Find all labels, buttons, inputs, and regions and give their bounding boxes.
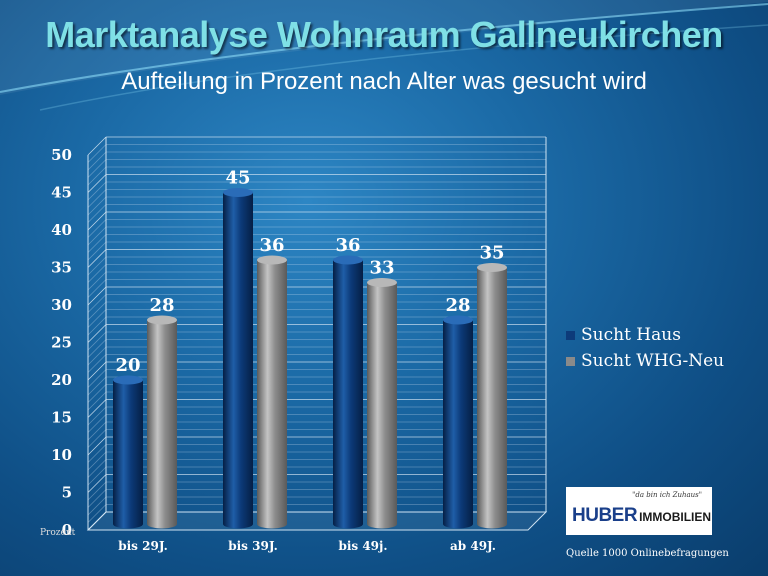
bar bbox=[477, 263, 508, 529]
legend-swatch-sucht-whg-neu bbox=[566, 356, 575, 366]
logo-brand-suffix: IMMOBILIEN bbox=[639, 510, 712, 524]
legend-item-sucht-haus: Sucht Haus bbox=[566, 322, 724, 348]
y-tick-label: 45 bbox=[51, 184, 72, 202]
y-tick-label: 35 bbox=[51, 259, 72, 277]
bar bbox=[147, 315, 177, 529]
source-note: Quelle 1000 Onlinebefragungen bbox=[566, 548, 729, 559]
y-tick-label: 10 bbox=[51, 446, 72, 464]
legend-label-sucht-haus: Sucht Haus bbox=[581, 325, 681, 345]
y-tick-label: 5 bbox=[62, 484, 72, 502]
bar-value-label: 45 bbox=[225, 168, 250, 189]
bar bbox=[257, 255, 287, 529]
logo-wordmark: HUBER IMMOBILIEN bbox=[572, 505, 711, 527]
x-tick-label: bis 29J. bbox=[118, 539, 168, 553]
y-tick-label: 30 bbox=[51, 296, 72, 314]
bar-value-label: 28 bbox=[445, 295, 470, 316]
bar bbox=[333, 255, 363, 529]
bar bbox=[223, 188, 253, 529]
y-tick-label: 20 bbox=[51, 371, 72, 389]
x-tick-label: bis 49j. bbox=[338, 539, 387, 553]
x-tick-label: bis 39J. bbox=[228, 539, 278, 553]
huber-immobilien-logo: "da bin ich Zuhaus" HUBER IMMOBILIEN bbox=[566, 487, 712, 535]
y-tick-label: 40 bbox=[51, 221, 72, 239]
y-tick-label: 15 bbox=[51, 409, 72, 427]
legend-label-sucht-whg-neu: Sucht WHG-Neu bbox=[581, 351, 725, 371]
legend-swatch-sucht-haus bbox=[566, 330, 575, 340]
bar-value-label: 35 bbox=[479, 243, 504, 264]
logo-slogan: "da bin ich Zuhaus" bbox=[632, 491, 702, 499]
legend-item-sucht-whg-neu: Sucht WHG-Neu bbox=[566, 348, 724, 374]
bar bbox=[113, 375, 143, 529]
bar bbox=[443, 315, 473, 529]
header-swoosh-decoration bbox=[0, 0, 768, 111]
bar-value-label: 33 bbox=[369, 258, 394, 279]
bar-value-label: 36 bbox=[335, 235, 360, 256]
logo-brand: HUBER bbox=[572, 505, 638, 526]
page-title: Marktanalyse Wohnraum Gallneukirchen bbox=[45, 14, 723, 55]
y-tick-label: 50 bbox=[51, 146, 72, 164]
bar-value-label: 28 bbox=[149, 295, 174, 316]
bar-value-label: 20 bbox=[115, 355, 140, 376]
x-tick-label: ab 49J. bbox=[450, 539, 496, 553]
y-tick-label: 0 bbox=[62, 521, 72, 539]
chart-legend: Sucht Haus Sucht WHG-Neu bbox=[566, 322, 724, 374]
y-tick-label: 25 bbox=[51, 334, 72, 352]
y-axis-label: Prozent bbox=[40, 528, 76, 538]
bar bbox=[367, 278, 397, 529]
bar-value-label: 36 bbox=[259, 235, 284, 256]
page-subtitle: Aufteilung in Prozent nach Alter was ges… bbox=[121, 68, 647, 95]
